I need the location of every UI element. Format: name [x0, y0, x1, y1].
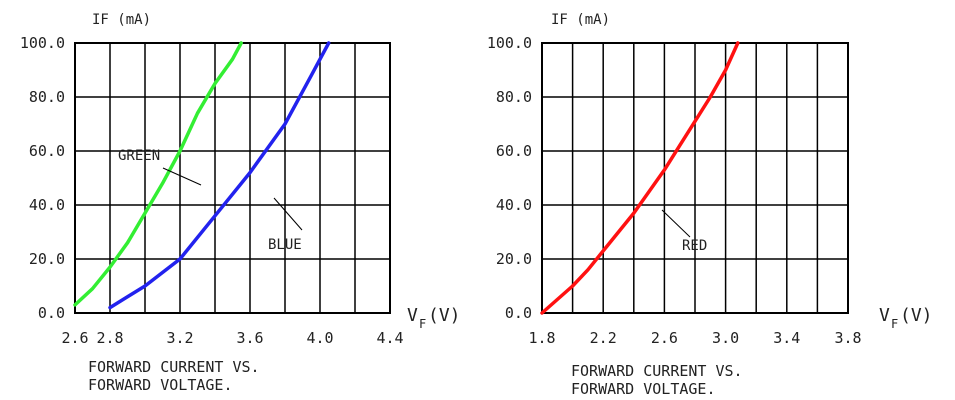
y-tick-label: 100.0 — [487, 34, 532, 52]
x-tick-label: 2.6 — [61, 329, 88, 347]
caption-line-1: FORWARD CURRENT VS. — [571, 362, 743, 380]
x-tick-label: 1.8 — [528, 329, 555, 347]
y-tick-label: 60.0 — [496, 142, 532, 160]
x-tick-label: 2.6 — [651, 329, 678, 347]
x-tick-label: 3.0 — [712, 329, 739, 347]
x-axis-title-unit: (V) — [428, 305, 461, 326]
y-tick-label: 20.0 — [29, 250, 65, 268]
y-axis-title: IF (mA) — [551, 12, 610, 28]
y-axis-title: IF (mA) — [92, 12, 151, 28]
y-tick-label: 0.0 — [505, 304, 532, 322]
x-tick-label: 2.2 — [590, 329, 617, 347]
y-tick-label: 100.0 — [20, 34, 65, 52]
y-tick-label: 40.0 — [496, 196, 532, 214]
y-tick-label: 80.0 — [496, 88, 532, 106]
series-label-red: RED — [682, 238, 707, 254]
x-axis-title-subscript: F — [419, 317, 426, 331]
x-tick-label: 2.8 — [96, 329, 123, 347]
y-tick-label: 20.0 — [496, 250, 532, 268]
x-tick-label: 3.8 — [834, 329, 861, 347]
series-line-green — [73, 41, 243, 307]
x-tick-label: 3.6 — [236, 329, 263, 347]
x-axis-title-main: V — [879, 305, 890, 326]
x-axis-title-main: V — [407, 305, 418, 326]
y-tick-label: 40.0 — [29, 196, 65, 214]
series-label-blue: BLUE — [268, 237, 302, 253]
plot-frame — [74, 42, 391, 314]
y-tick-label: 60.0 — [29, 142, 65, 160]
caption-line-2: FORWARD VOLTAGE. — [88, 376, 233, 394]
y-tick-label: 80.0 — [29, 88, 65, 106]
series-label-green: GREEN — [118, 148, 160, 164]
x-axis-title-subscript: F — [891, 317, 898, 331]
chart-1: 0.0 20.0 40.0 60.0 80.0 100.0 2.6 2.8 3.2 3.6 4.0 4… — [20, 12, 461, 394]
caption-line-2: FORWARD VOLTAGE. — [571, 380, 716, 398]
chart-2: 0.0 20.0 40.0 60.0 80.0 100.0 1.8 2.2 2.6 3.0 3.4 3… — [487, 12, 933, 398]
x-tick-label: 4.0 — [306, 329, 333, 347]
annotation-leader-red — [661, 209, 691, 238]
x-tick-label: 4.4 — [376, 329, 403, 347]
series-line-red — [540, 41, 740, 315]
annotation-leader-blue — [273, 197, 303, 231]
series-line-blue — [108, 41, 331, 310]
x-tick-label: 3.4 — [773, 329, 800, 347]
caption-line-1: FORWARD CURRENT VS. — [88, 358, 260, 376]
annotation-leader-green — [162, 167, 202, 186]
x-tick-label: 3.2 — [166, 329, 193, 347]
x-axis-title-unit: (V) — [900, 305, 933, 326]
y-tick-label: 0.0 — [38, 304, 65, 322]
